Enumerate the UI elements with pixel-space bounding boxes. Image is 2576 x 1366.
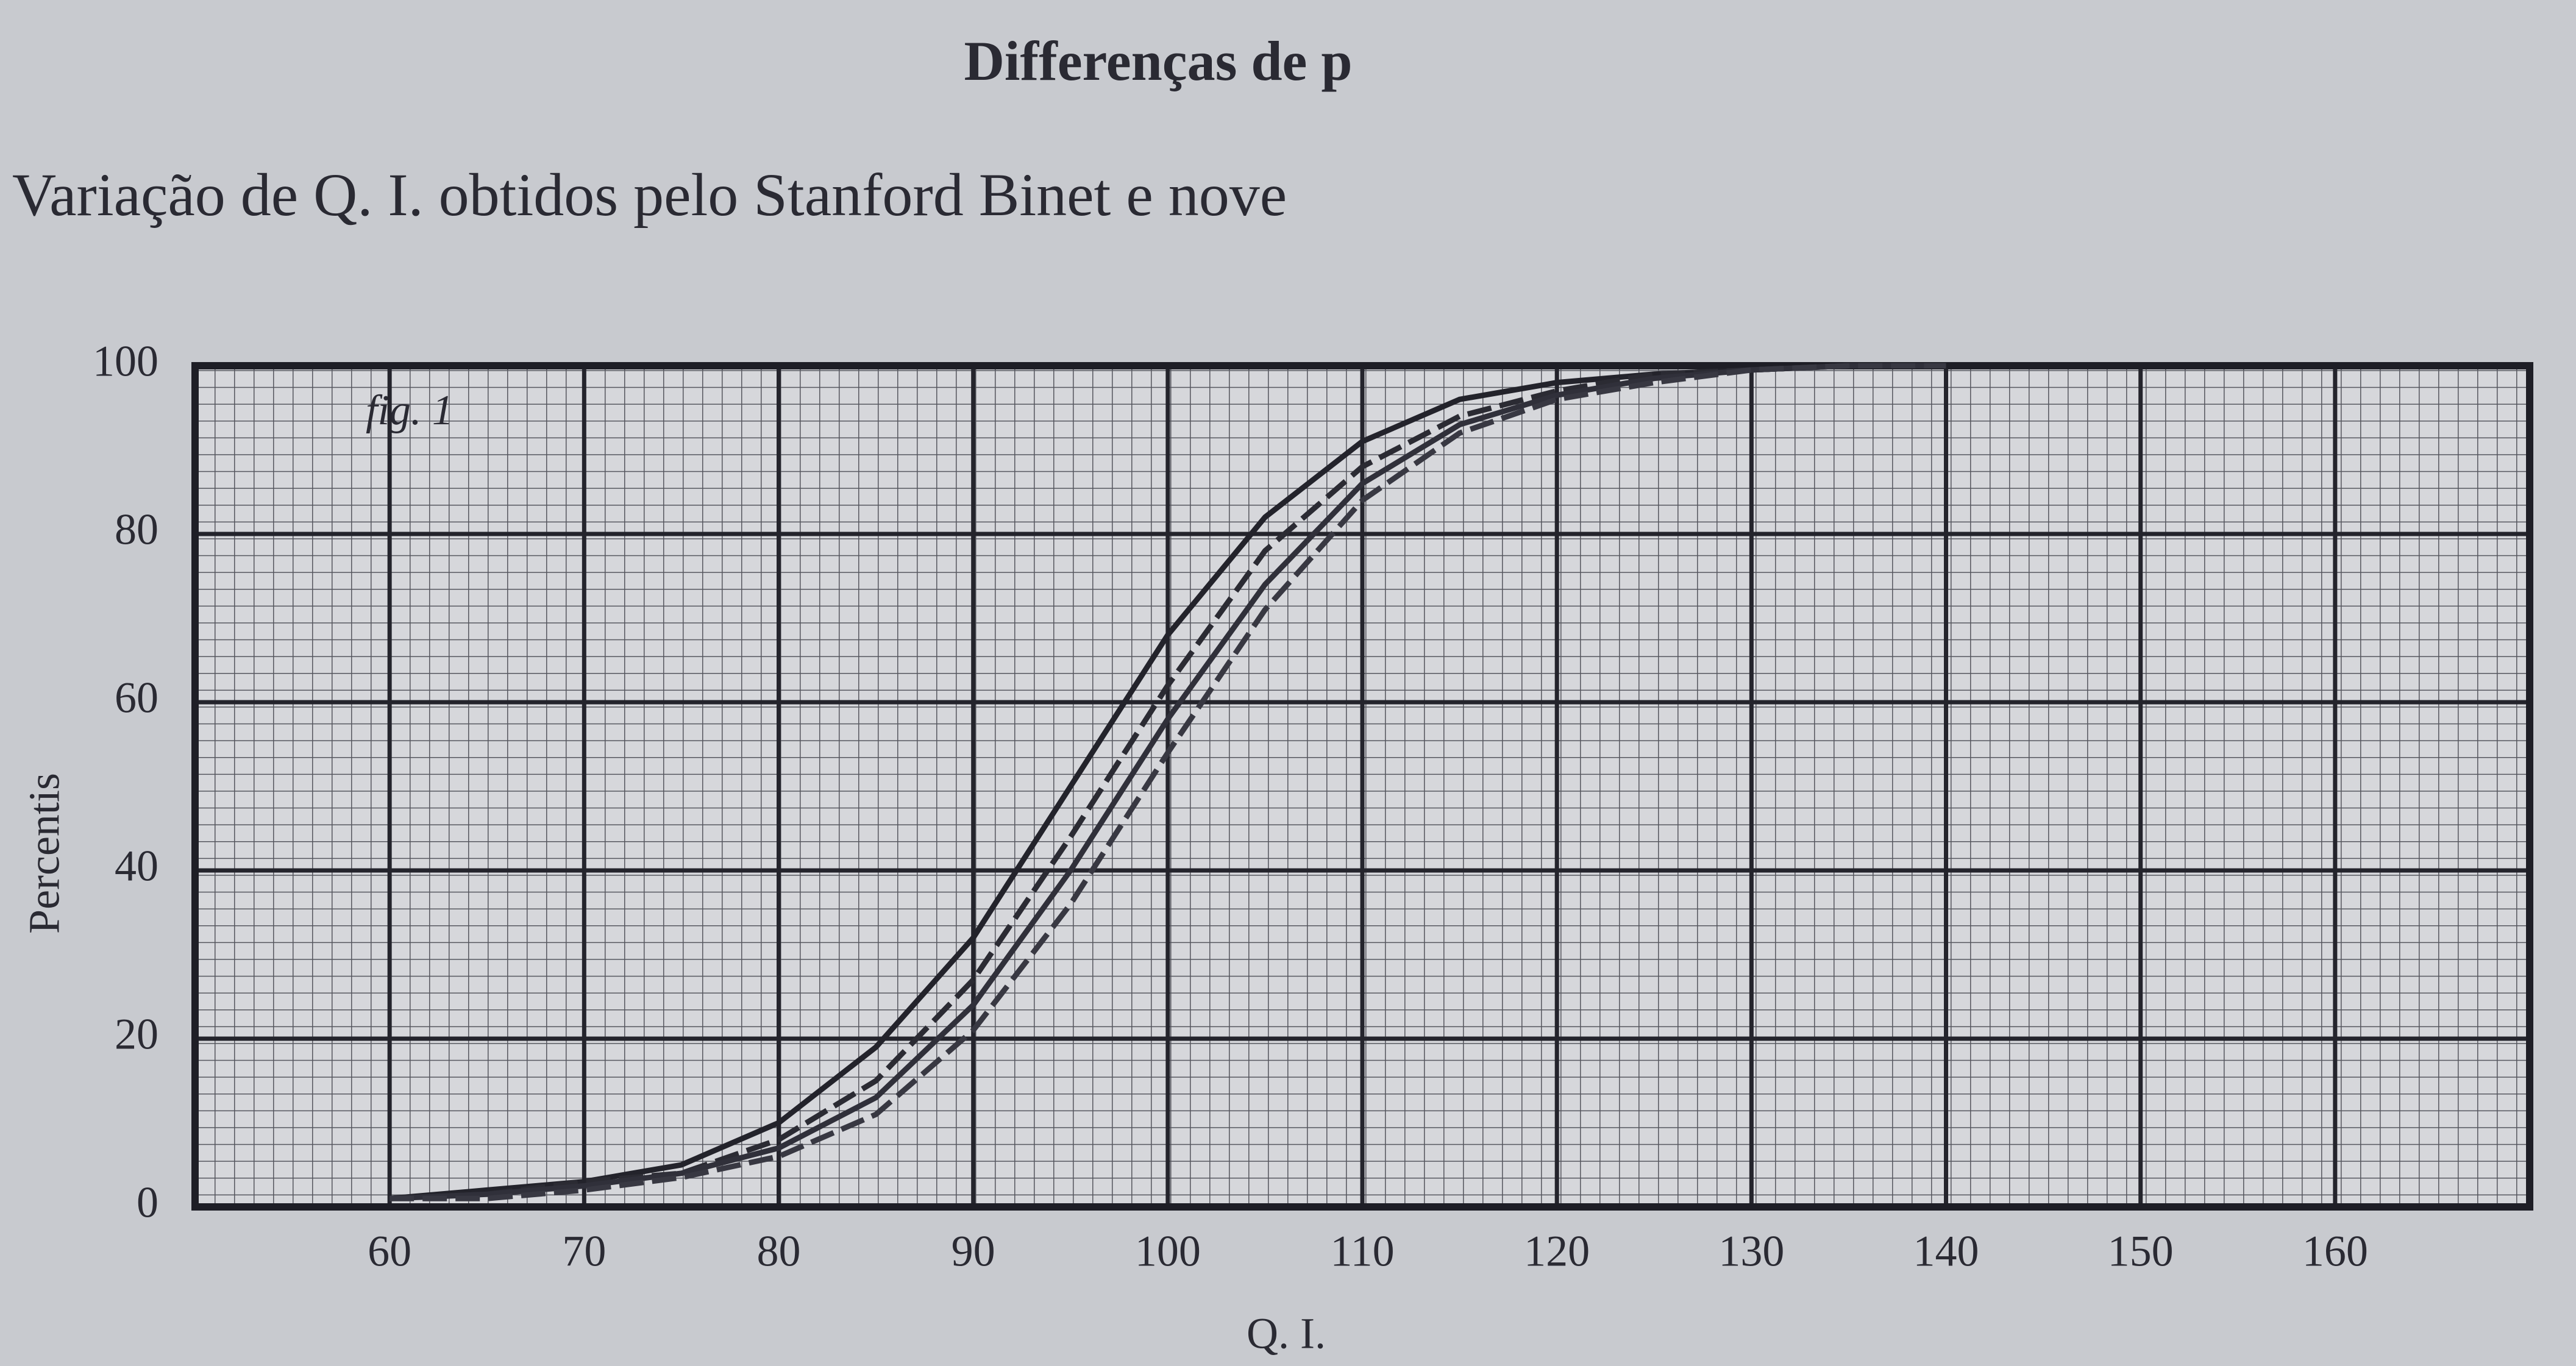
x-tick-label: 70 <box>562 1227 606 1276</box>
curve <box>390 363 1946 1201</box>
x-tick-label: 120 <box>1524 1227 1590 1276</box>
x-tick-label: 130 <box>1718 1227 1784 1276</box>
curve <box>390 363 1946 1201</box>
y-tick-label: 60 <box>115 674 158 722</box>
y-tick-label: 80 <box>115 505 158 554</box>
x-tick-label: 110 <box>1330 1227 1394 1276</box>
x-axis-label: Q. I. <box>1247 1309 1326 1358</box>
plot-border <box>191 362 2533 1211</box>
x-tick-label: 150 <box>2108 1227 2174 1276</box>
x-tick-label: 80 <box>757 1227 801 1276</box>
y-tick-label: 100 <box>93 337 158 386</box>
chart-title: Differenças de p <box>964 30 1352 92</box>
y-tick-label: 0 <box>137 1178 158 1227</box>
x-tick-label: 90 <box>952 1227 995 1276</box>
curve <box>389 363 1946 1201</box>
chart-subtitle: Variação de Q. I. obtidos pelo Stanford … <box>12 161 1287 229</box>
x-tick-label: 60 <box>368 1227 411 1276</box>
curve <box>390 363 1946 1201</box>
x-tick-label: 100 <box>1135 1227 1201 1276</box>
y-tick-label: 40 <box>115 842 158 891</box>
x-tick-label: 160 <box>2302 1227 2368 1276</box>
annotation: fig. 1 <box>366 387 454 434</box>
y-axis-label: Percentis <box>20 773 69 934</box>
x-tick-label: 140 <box>1913 1227 1979 1276</box>
y-tick-label: 20 <box>115 1010 158 1059</box>
